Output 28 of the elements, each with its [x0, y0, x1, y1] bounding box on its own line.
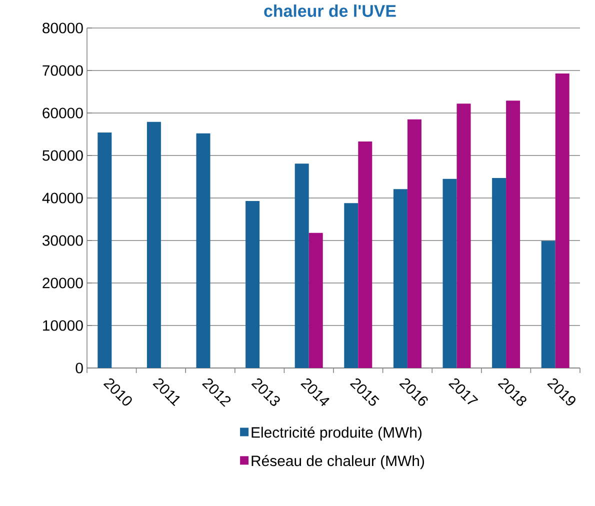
legend-label: Réseau de chaleur (MWh): [252, 455, 424, 470]
chart-title: chaleur de l'UVE: [264, 4, 396, 17]
bar: [407, 119, 422, 368]
y-tick-label: 30000: [42, 235, 83, 246]
bar: [98, 132, 112, 368]
bar: [344, 203, 358, 368]
bar: [555, 73, 570, 368]
bar: [541, 240, 556, 368]
bar: [442, 178, 457, 368]
bar: [393, 189, 408, 368]
bar: [246, 200, 260, 368]
bar: [294, 164, 309, 368]
bar: [308, 232, 323, 368]
y-tick-label: 60000: [42, 108, 83, 118]
bar: [358, 141, 372, 368]
bar: [456, 104, 471, 368]
bar: [506, 100, 520, 368]
bar: [492, 178, 506, 368]
y-tick-label: 0: [76, 362, 83, 374]
y-tick-label: 10000: [43, 320, 83, 331]
bar: [146, 122, 161, 368]
y-tick-label: 50000: [42, 150, 83, 161]
y-tick-label: 80000: [42, 22, 83, 34]
y-tick-label: 20000: [42, 278, 83, 288]
legend-label: Electricité produite (MWh): [252, 426, 422, 441]
y-tick-label: 40000: [42, 192, 83, 204]
bar: [196, 133, 210, 368]
y-tick-label: 70000: [42, 65, 83, 76]
